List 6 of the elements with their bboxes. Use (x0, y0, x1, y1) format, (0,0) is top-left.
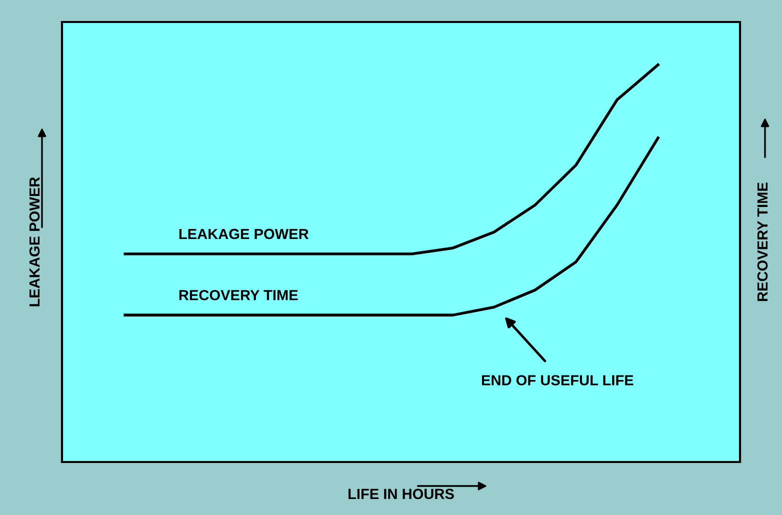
series-label: LEAKAGE POWER (179, 228, 309, 240)
y-axis-title: LEAKAGE POWER (29, 177, 40, 306)
annotation: END OF USEFUL LIFE (482, 375, 634, 386)
series-label: RECOVERY TIME (179, 290, 298, 300)
text: RECOVERY TIME (757, 182, 768, 301)
x-axis-title: LIFE IN HOURS (348, 488, 454, 500)
